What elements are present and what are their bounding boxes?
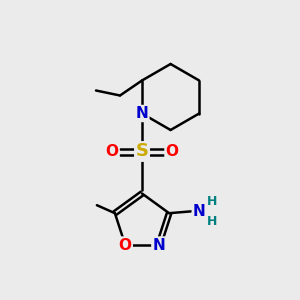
Text: H: H bbox=[207, 195, 217, 208]
Text: H: H bbox=[207, 215, 217, 228]
Text: S: S bbox=[136, 142, 148, 160]
Text: O: O bbox=[119, 238, 132, 253]
Text: N: N bbox=[152, 238, 165, 253]
Text: N: N bbox=[193, 204, 206, 219]
Text: O: O bbox=[106, 144, 118, 159]
Text: O: O bbox=[166, 144, 178, 159]
Text: N: N bbox=[136, 106, 148, 121]
